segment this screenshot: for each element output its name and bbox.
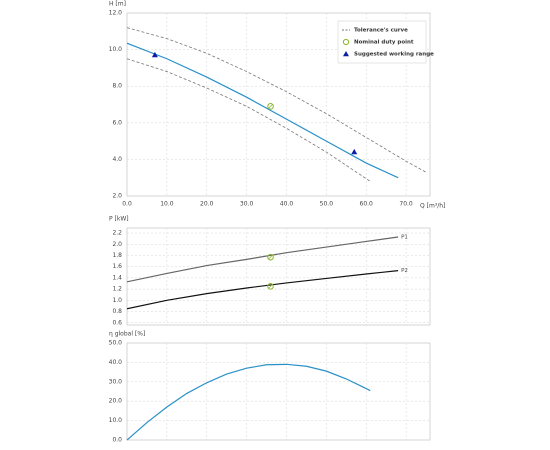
y-tick-label: 12.0 <box>109 10 123 17</box>
x-tick-label: 40.0 <box>280 201 294 208</box>
series-label: P1 <box>401 234 408 240</box>
plot-frame <box>126 227 431 326</box>
x-tick-label: 70.0 <box>399 201 413 208</box>
range-marker <box>151 51 158 58</box>
y-tick-label: 0.8 <box>112 308 122 315</box>
y-tick-label: 2.2 <box>112 230 122 237</box>
legend-box <box>337 20 427 64</box>
y-tick-label: 1.2 <box>112 286 122 293</box>
y-tick-label: 0.0 <box>112 437 122 444</box>
y-tick-label: 6.0 <box>112 119 122 126</box>
y-tick-label: 1.0 <box>112 297 122 304</box>
duty-point <box>267 103 274 110</box>
duty-point <box>267 283 274 290</box>
plot-frame <box>126 342 431 441</box>
curve <box>126 27 427 173</box>
y-tick-label: 4.0 <box>112 156 122 163</box>
legend-symbol <box>342 38 350 46</box>
range-marker <box>351 148 358 155</box>
y-axis-label: H [m] <box>109 1 126 8</box>
curve <box>126 270 399 310</box>
legend-symbol <box>343 51 349 57</box>
x-tick-label: 0.0 <box>122 201 132 208</box>
x-tick-label: 30.0 <box>240 201 254 208</box>
curve <box>126 42 399 179</box>
y-tick-label: 20.0 <box>109 398 123 405</box>
y-tick-label: 2.0 <box>112 241 122 248</box>
y-axis-label: η global [%] <box>109 331 145 338</box>
y-tick-label: 1.6 <box>112 263 122 270</box>
y-tick-label: 10.0 <box>109 46 123 53</box>
y-tick-label: 1.8 <box>112 252 122 259</box>
y-axis-label: P [kW] <box>109 216 129 223</box>
duty-point-slash <box>268 284 273 289</box>
legend-label: Nominal duty point <box>354 40 414 46</box>
curve <box>126 58 371 182</box>
x-tick-label: 50.0 <box>320 201 334 208</box>
y-tick-label: 10.0 <box>109 417 123 424</box>
y-tick-label: 8.0 <box>112 83 122 90</box>
legend-label: Suggested working range <box>354 52 434 58</box>
y-tick-label: 0.6 <box>112 319 122 326</box>
x-tick-label: 20.0 <box>200 201 214 208</box>
duty-point-slash <box>268 104 273 109</box>
plot-frame <box>126 12 431 197</box>
series-label: P2 <box>401 268 408 274</box>
y-tick-label: 50.0 <box>109 340 123 347</box>
legend-label: Tolerance's curve <box>354 28 408 34</box>
duty-point-slash <box>268 254 273 260</box>
y-tick-label: 40.0 <box>109 359 123 366</box>
curve <box>126 236 399 283</box>
y-tick-label: 2.0 <box>112 193 122 200</box>
y-tick-label: 30.0 <box>109 378 123 385</box>
curve <box>126 363 371 441</box>
y-tick-label: 1.4 <box>112 274 122 281</box>
duty-point <box>267 253 274 261</box>
x-axis-label: Q [m³/h] <box>420 203 445 210</box>
x-tick-label: 10.0 <box>160 201 174 208</box>
x-tick-label: 60.0 <box>360 201 374 208</box>
